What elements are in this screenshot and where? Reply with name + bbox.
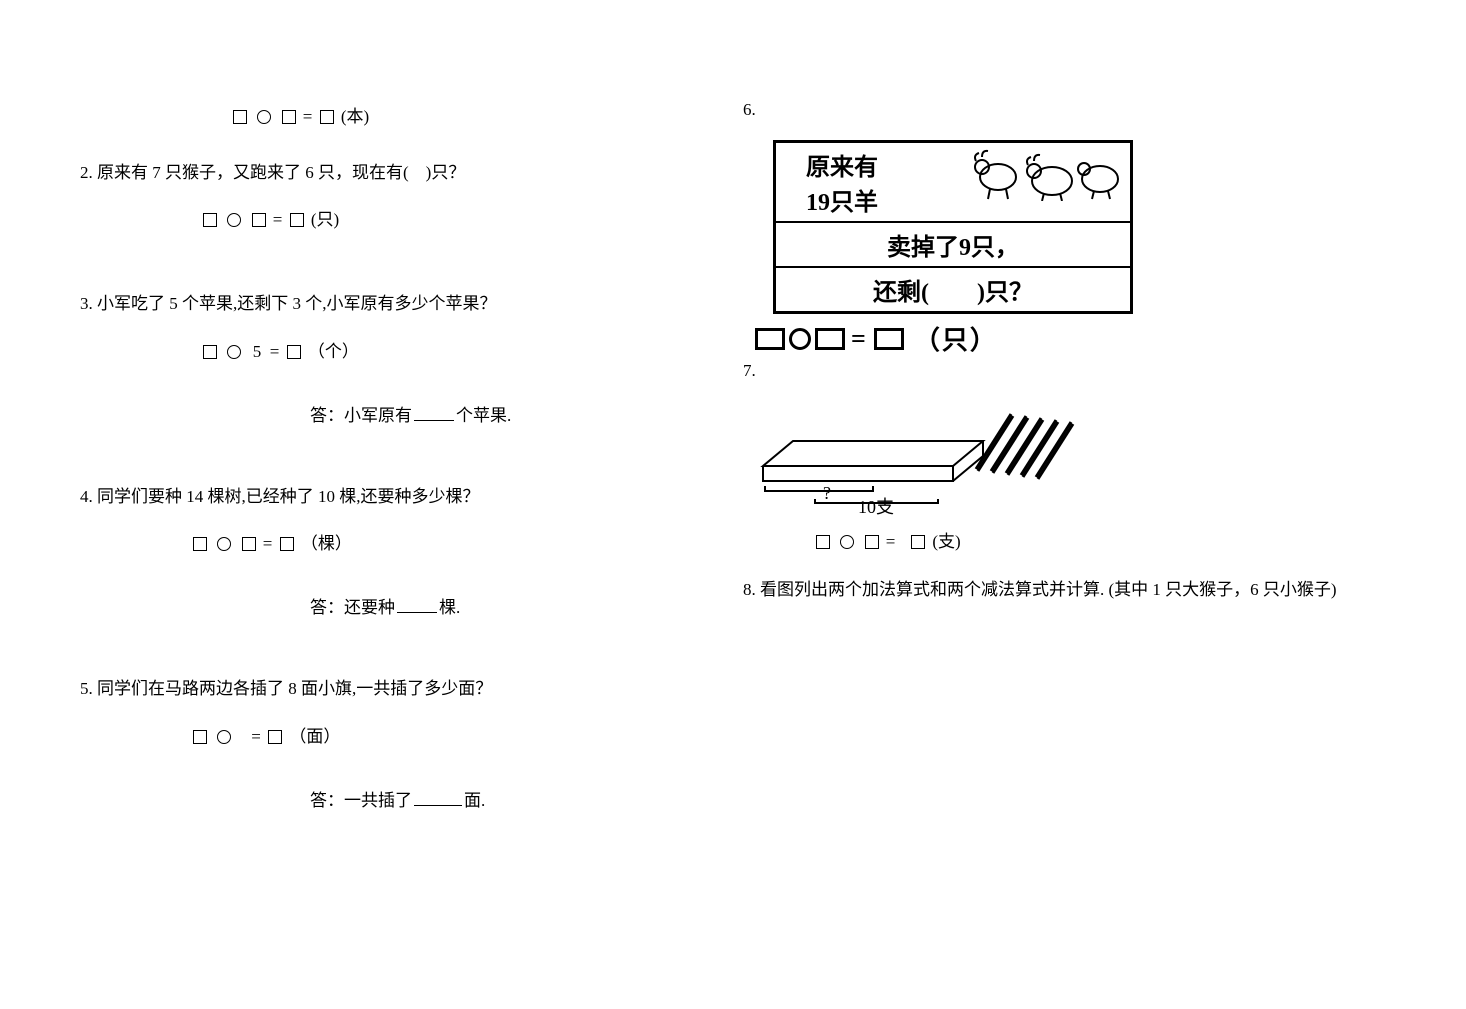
q2-equation: = (只) — [80, 203, 693, 237]
ans-suffix: 面. — [464, 791, 485, 810]
ans-suffix: 棵. — [439, 598, 460, 617]
box-icon — [203, 213, 217, 227]
unit-text: (本) — [341, 107, 369, 126]
box-icon — [268, 730, 282, 744]
sheep-text-1a: 原来有 — [806, 147, 878, 182]
sheep-row-3: 还剩( )只？ — [776, 268, 1130, 311]
box-icon — [320, 110, 334, 124]
sheep-figure: 原来有 19只羊 — [753, 140, 1173, 357]
q3-equation: 5 = （个） — [80, 335, 693, 369]
blank-line — [397, 596, 437, 613]
q5-equation: = （面） — [80, 720, 693, 754]
box-icon — [252, 213, 266, 227]
circle-icon — [217, 730, 231, 744]
box-icon — [874, 328, 904, 350]
question-5: 5. 同学们在马路两边各插了 8 面小旗,一共插了多少面？ — [80, 670, 693, 707]
box-icon — [287, 345, 301, 359]
equals-text: = — [886, 532, 900, 551]
q5-answer: 答：一共插了 面. — [80, 784, 693, 818]
question-4: 4. 同学们要种 14 棵树,已经种了 10 棵,还要种多少棵？ — [80, 478, 693, 515]
unit-text: (支) — [932, 532, 960, 551]
circle-icon — [227, 213, 241, 227]
q3-mid: 5 — [253, 342, 262, 361]
box-icon — [911, 535, 925, 549]
unit-text: (只) — [311, 210, 339, 229]
blank-line — [414, 404, 454, 421]
sheep-equation: = （只） — [753, 320, 1173, 357]
top-equation: = (本) — [80, 100, 693, 134]
q4-equation: = （棵） — [80, 527, 693, 561]
box-icon — [815, 328, 845, 350]
circle-icon — [227, 345, 241, 359]
equals-text: = — [303, 107, 317, 126]
box-icon — [193, 537, 207, 551]
pencil-figure: ? 10支 — [753, 411, 1386, 552]
left-column: = (本) 2. 原来有 7 只猴子，又跑来了 6 只，现在有( )只？ = (… — [80, 100, 733, 863]
question-7-num: 7. — [743, 361, 1386, 381]
svg-text:?: ? — [823, 483, 831, 503]
svg-text:10支: 10支 — [858, 497, 894, 517]
question-6-num: 6. — [743, 100, 1386, 120]
sheep-table: 原来有 19只羊 — [773, 140, 1133, 314]
circle-icon — [257, 110, 271, 124]
unit-text: （面） — [289, 727, 340, 746]
equals-text: = — [270, 342, 284, 361]
sheep-text-1b: 19只羊 — [806, 182, 878, 217]
equals-text: = — [273, 210, 287, 229]
sheep-row-1: 原来有 19只羊 — [776, 143, 1130, 223]
ans-prefix: 答：一共插了 — [310, 791, 412, 810]
q4-answer: 答：还要种 棵. — [80, 591, 693, 625]
question-8: 8. 看图列出两个加法算式和两个减法算式并计算. (其中 1 只大猴子，6 只小… — [743, 570, 1386, 611]
unit-text: （个） — [308, 342, 359, 361]
box-icon — [203, 345, 217, 359]
circle-icon — [840, 535, 854, 549]
question-3: 3. 小军吃了 5 个苹果,还剩下 3 个,小军原有多少个苹果？ — [80, 285, 693, 322]
sheep-icons — [970, 145, 1120, 208]
circle-icon — [217, 537, 231, 551]
box-icon — [816, 535, 830, 549]
box-icon — [242, 537, 256, 551]
ans-suffix: 个苹果. — [456, 406, 511, 425]
q3-answer: 答：小军原有 个苹果. — [80, 399, 693, 433]
right-column: 6. 原来有 19只羊 — [733, 100, 1386, 863]
circle-icon — [789, 328, 811, 350]
box-icon — [193, 730, 207, 744]
pencil-equation: = (支) — [753, 527, 1386, 552]
box-icon — [290, 213, 304, 227]
equals-text: = — [251, 727, 265, 746]
unit-text: （棵） — [301, 534, 352, 553]
sheep-eq-unit: （只） — [914, 320, 998, 357]
box-icon — [755, 328, 785, 350]
blank-line — [414, 789, 462, 806]
box-icon — [233, 110, 247, 124]
box-icon — [282, 110, 296, 124]
equals-text: = — [263, 534, 277, 553]
pencil-svg: ? 10支 — [753, 411, 1093, 521]
sheep-row-2: 卖掉了9只， — [776, 223, 1130, 268]
box-icon — [280, 537, 294, 551]
ans-prefix: 答：小军原有 — [310, 406, 412, 425]
box-icon — [865, 535, 879, 549]
question-2: 2. 原来有 7 只猴子，又跑来了 6 只，现在有( )只？ — [80, 154, 693, 191]
ans-prefix: 答：还要种 — [310, 598, 395, 617]
